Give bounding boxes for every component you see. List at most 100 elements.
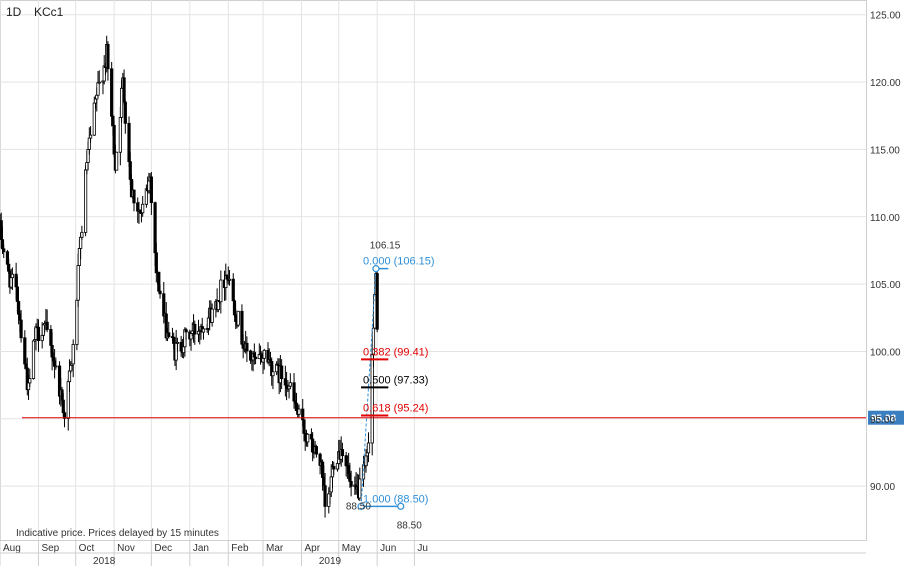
x-tick-label: Dec — [154, 543, 172, 554]
candle-down — [332, 465, 336, 470]
candle-up — [54, 365, 58, 368]
candle-up — [370, 354, 374, 444]
candle-up — [288, 382, 292, 387]
candle-down — [62, 412, 67, 419]
candle-layer — [0, 35, 379, 518]
candle-down — [231, 278, 235, 302]
candle-up — [262, 349, 266, 359]
candle-up — [306, 433, 310, 443]
candle-up — [31, 340, 36, 379]
candle-down — [158, 290, 162, 295]
candle-up — [219, 279, 223, 303]
candle-up — [366, 442, 371, 454]
candle-up — [96, 82, 100, 96]
candle-up — [297, 408, 301, 415]
candle-up — [119, 87, 124, 118]
candle-up — [97, 81, 101, 84]
x-tick-label: Jan — [193, 543, 209, 554]
y-tick-label: 110.00 — [870, 213, 900, 224]
fib-level-label: 0.000 (106.15) — [363, 256, 435, 268]
candle-up — [80, 231, 84, 238]
candle-up — [88, 134, 93, 139]
candle-up — [236, 310, 240, 326]
candle-down — [122, 77, 126, 103]
candle-down — [110, 68, 114, 117]
fib-level-label: 0.618 (95.24) — [363, 403, 428, 415]
x-tick-label: Sep — [41, 543, 59, 554]
candle-up — [141, 203, 145, 214]
x-tick-label: Feb — [231, 543, 249, 554]
candle-up — [84, 169, 88, 233]
swing-low-label: 88.50 — [346, 501, 371, 512]
candle-down — [167, 332, 171, 337]
candle-up — [227, 278, 232, 281]
year-label: 2018 — [93, 556, 116, 566]
x-tick-label: Apr — [304, 543, 320, 554]
fib-level-label: 1.000 (88.50) — [363, 493, 428, 505]
candle-down — [349, 481, 353, 487]
candle-down — [149, 176, 153, 204]
delay-note: Indicative price. Prices delayed by 15 m… — [16, 528, 219, 539]
candle-down — [123, 101, 127, 124]
x-tick-label: Aug — [3, 543, 21, 554]
candle-up — [28, 378, 32, 384]
candle-down — [323, 485, 327, 507]
last-price-label: 95.08 — [871, 414, 896, 425]
candle-up — [210, 308, 214, 323]
candle-down — [253, 356, 258, 360]
fib-end-value-label: 88.50 — [397, 520, 422, 531]
candle-up — [175, 341, 180, 344]
candle-up — [358, 478, 362, 499]
candle-down — [314, 446, 318, 455]
candle-up — [76, 265, 80, 301]
candle-down — [106, 44, 110, 70]
y-tick-label: 100.00 — [870, 347, 901, 358]
candle-down — [280, 365, 284, 380]
y-tick-label: 115.00 — [870, 145, 900, 156]
swing-high-label: 106.15 — [370, 241, 401, 252]
fib-level-label: 0.382 (99.41) — [363, 346, 428, 358]
x-tick-label: Oct — [79, 543, 95, 554]
fib-handle-end — [397, 502, 405, 510]
candle-down — [375, 273, 379, 330]
candle-down — [184, 329, 188, 333]
y-tick-label: 120.00 — [870, 78, 901, 89]
candle-down — [249, 350, 253, 361]
candle-down — [36, 326, 41, 342]
candle-up — [71, 344, 75, 365]
candle-down — [301, 408, 305, 421]
grid-layer — [0, 0, 867, 541]
candle-down — [2, 248, 6, 253]
fib-level-label: 0.500 (97.33) — [363, 374, 428, 386]
x-tick-label: May — [342, 543, 361, 554]
candle-up — [10, 273, 15, 279]
x-tick-label: Nov — [117, 543, 135, 554]
fib-handle-high — [372, 265, 380, 273]
last-price-badge — [868, 410, 904, 425]
candle-up — [115, 151, 119, 171]
x-tick-label: Jun — [380, 543, 396, 554]
candle-up — [201, 328, 206, 333]
candle-down — [245, 342, 249, 352]
x-tick-label: Mar — [266, 543, 284, 554]
overlay-layer: 95.08 0.000 (106.15) 0.382 (99.41) 0.500 (9… — [22, 241, 904, 531]
symbol-label[interactable]: KCc1 — [34, 5, 64, 19]
candle-down — [340, 449, 345, 457]
candle-down — [45, 321, 49, 330]
y-tick-label: 95.00 — [870, 415, 895, 426]
candle-up — [271, 371, 275, 377]
axis-layer: 90.00 95.00 100.00 105.00 110.00 115.00 120.00… — [0, 11, 901, 566]
candle-down — [15, 286, 19, 302]
y-tick-label: 105.00 — [870, 280, 901, 291]
x-tick-label: Ju — [417, 543, 428, 554]
y-tick-label: 125.00 — [870, 11, 901, 22]
y-tick-label: 90.00 — [870, 482, 895, 493]
fib-handle-low — [357, 502, 365, 510]
candle-down — [19, 319, 23, 339]
timeframe-label[interactable]: 1D — [6, 5, 22, 19]
year-label: 2019 — [319, 556, 342, 566]
candle-down — [193, 323, 197, 335]
